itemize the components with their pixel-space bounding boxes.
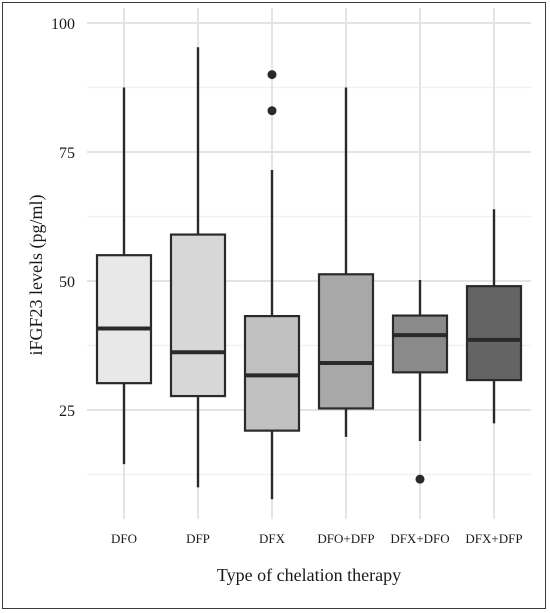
box-iqr — [95, 254, 153, 385]
y-tick-labels: 25 50 75 100 — [51, 16, 75, 420]
outlier-point — [415, 474, 425, 484]
outlier-point — [267, 70, 277, 80]
x-tick-labels: DFO DFP DFX DFO+DFP DFX+DFO DFX+DFP — [111, 531, 523, 546]
box-dfx — [243, 70, 301, 500]
box-dfp — [169, 47, 227, 488]
y-tick-label: 50 — [59, 274, 75, 291]
x-axis-title: Type of chelation therapy — [217, 565, 401, 585]
x-tick-label: DFO+DFP — [317, 531, 374, 546]
outlier-point — [267, 106, 277, 116]
box-iqr — [465, 285, 523, 382]
box-dfx-dfo — [391, 279, 449, 484]
box-iqr — [243, 314, 301, 432]
x-tick-label: DFX — [259, 531, 286, 546]
y-tick-label: 75 — [59, 145, 75, 162]
y-axis-title: iFGF23 levels (pg/ml) — [26, 194, 47, 355]
box-dfx-dfp — [465, 209, 523, 424]
y-tick-label: 25 — [59, 403, 75, 420]
x-tick-label: DFX+DFP — [465, 531, 522, 546]
box-series — [95, 47, 523, 500]
y-tick-label: 100 — [51, 16, 75, 33]
box-iqr — [169, 233, 227, 398]
x-tick-label: DFO — [111, 531, 137, 546]
x-tick-label: DFX+DFO — [390, 531, 449, 546]
x-tick-label: DFP — [186, 531, 210, 546]
grid-lines — [87, 8, 531, 519]
chart-frame — [2, 2, 546, 609]
box-dfo-dfp — [317, 87, 375, 437]
box-dfo — [95, 87, 153, 465]
box-iqr — [317, 273, 375, 410]
box-iqr — [391, 314, 449, 374]
